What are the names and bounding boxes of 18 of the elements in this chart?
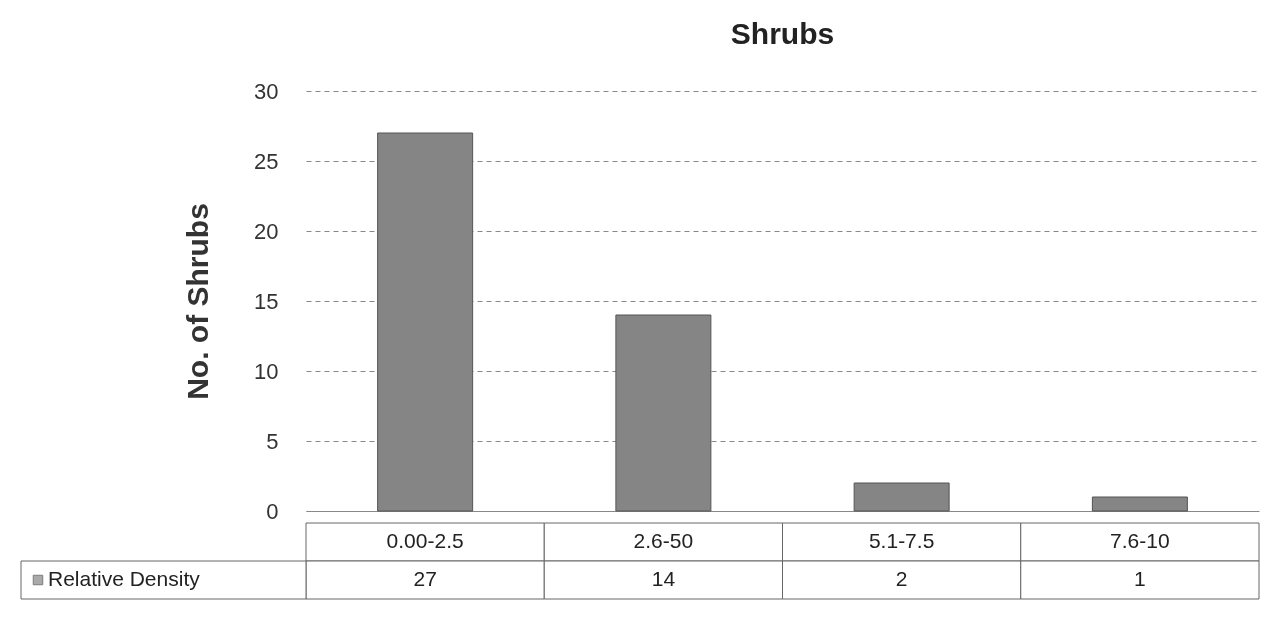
- data-label: 27: [413, 567, 437, 590]
- y-tick-label: 15: [254, 288, 279, 314]
- y-tick-label: 20: [254, 218, 279, 244]
- x-tick-label: 2.6-50: [633, 529, 694, 552]
- y-tick-label: 10: [254, 358, 279, 384]
- data-label: 1: [1134, 567, 1146, 590]
- y-axis-title: No. of Shrubs: [181, 203, 215, 400]
- x-tick-label: 0.00-2.5: [386, 529, 464, 552]
- y-tick-label: 5: [266, 428, 279, 454]
- y-tick-label: 0: [266, 498, 279, 524]
- x-tick-label: 5.1-7.5: [868, 529, 935, 552]
- y-tick-label: 25: [254, 148, 279, 174]
- data-label: 14: [651, 567, 676, 590]
- y-tick-label: 30: [254, 78, 279, 104]
- x-tick-label: 7.6-10: [1110, 529, 1170, 552]
- data-label: 2: [895, 567, 908, 590]
- legend-label: Relative Density: [48, 567, 201, 590]
- chart-title: Shrubs: [730, 17, 835, 50]
